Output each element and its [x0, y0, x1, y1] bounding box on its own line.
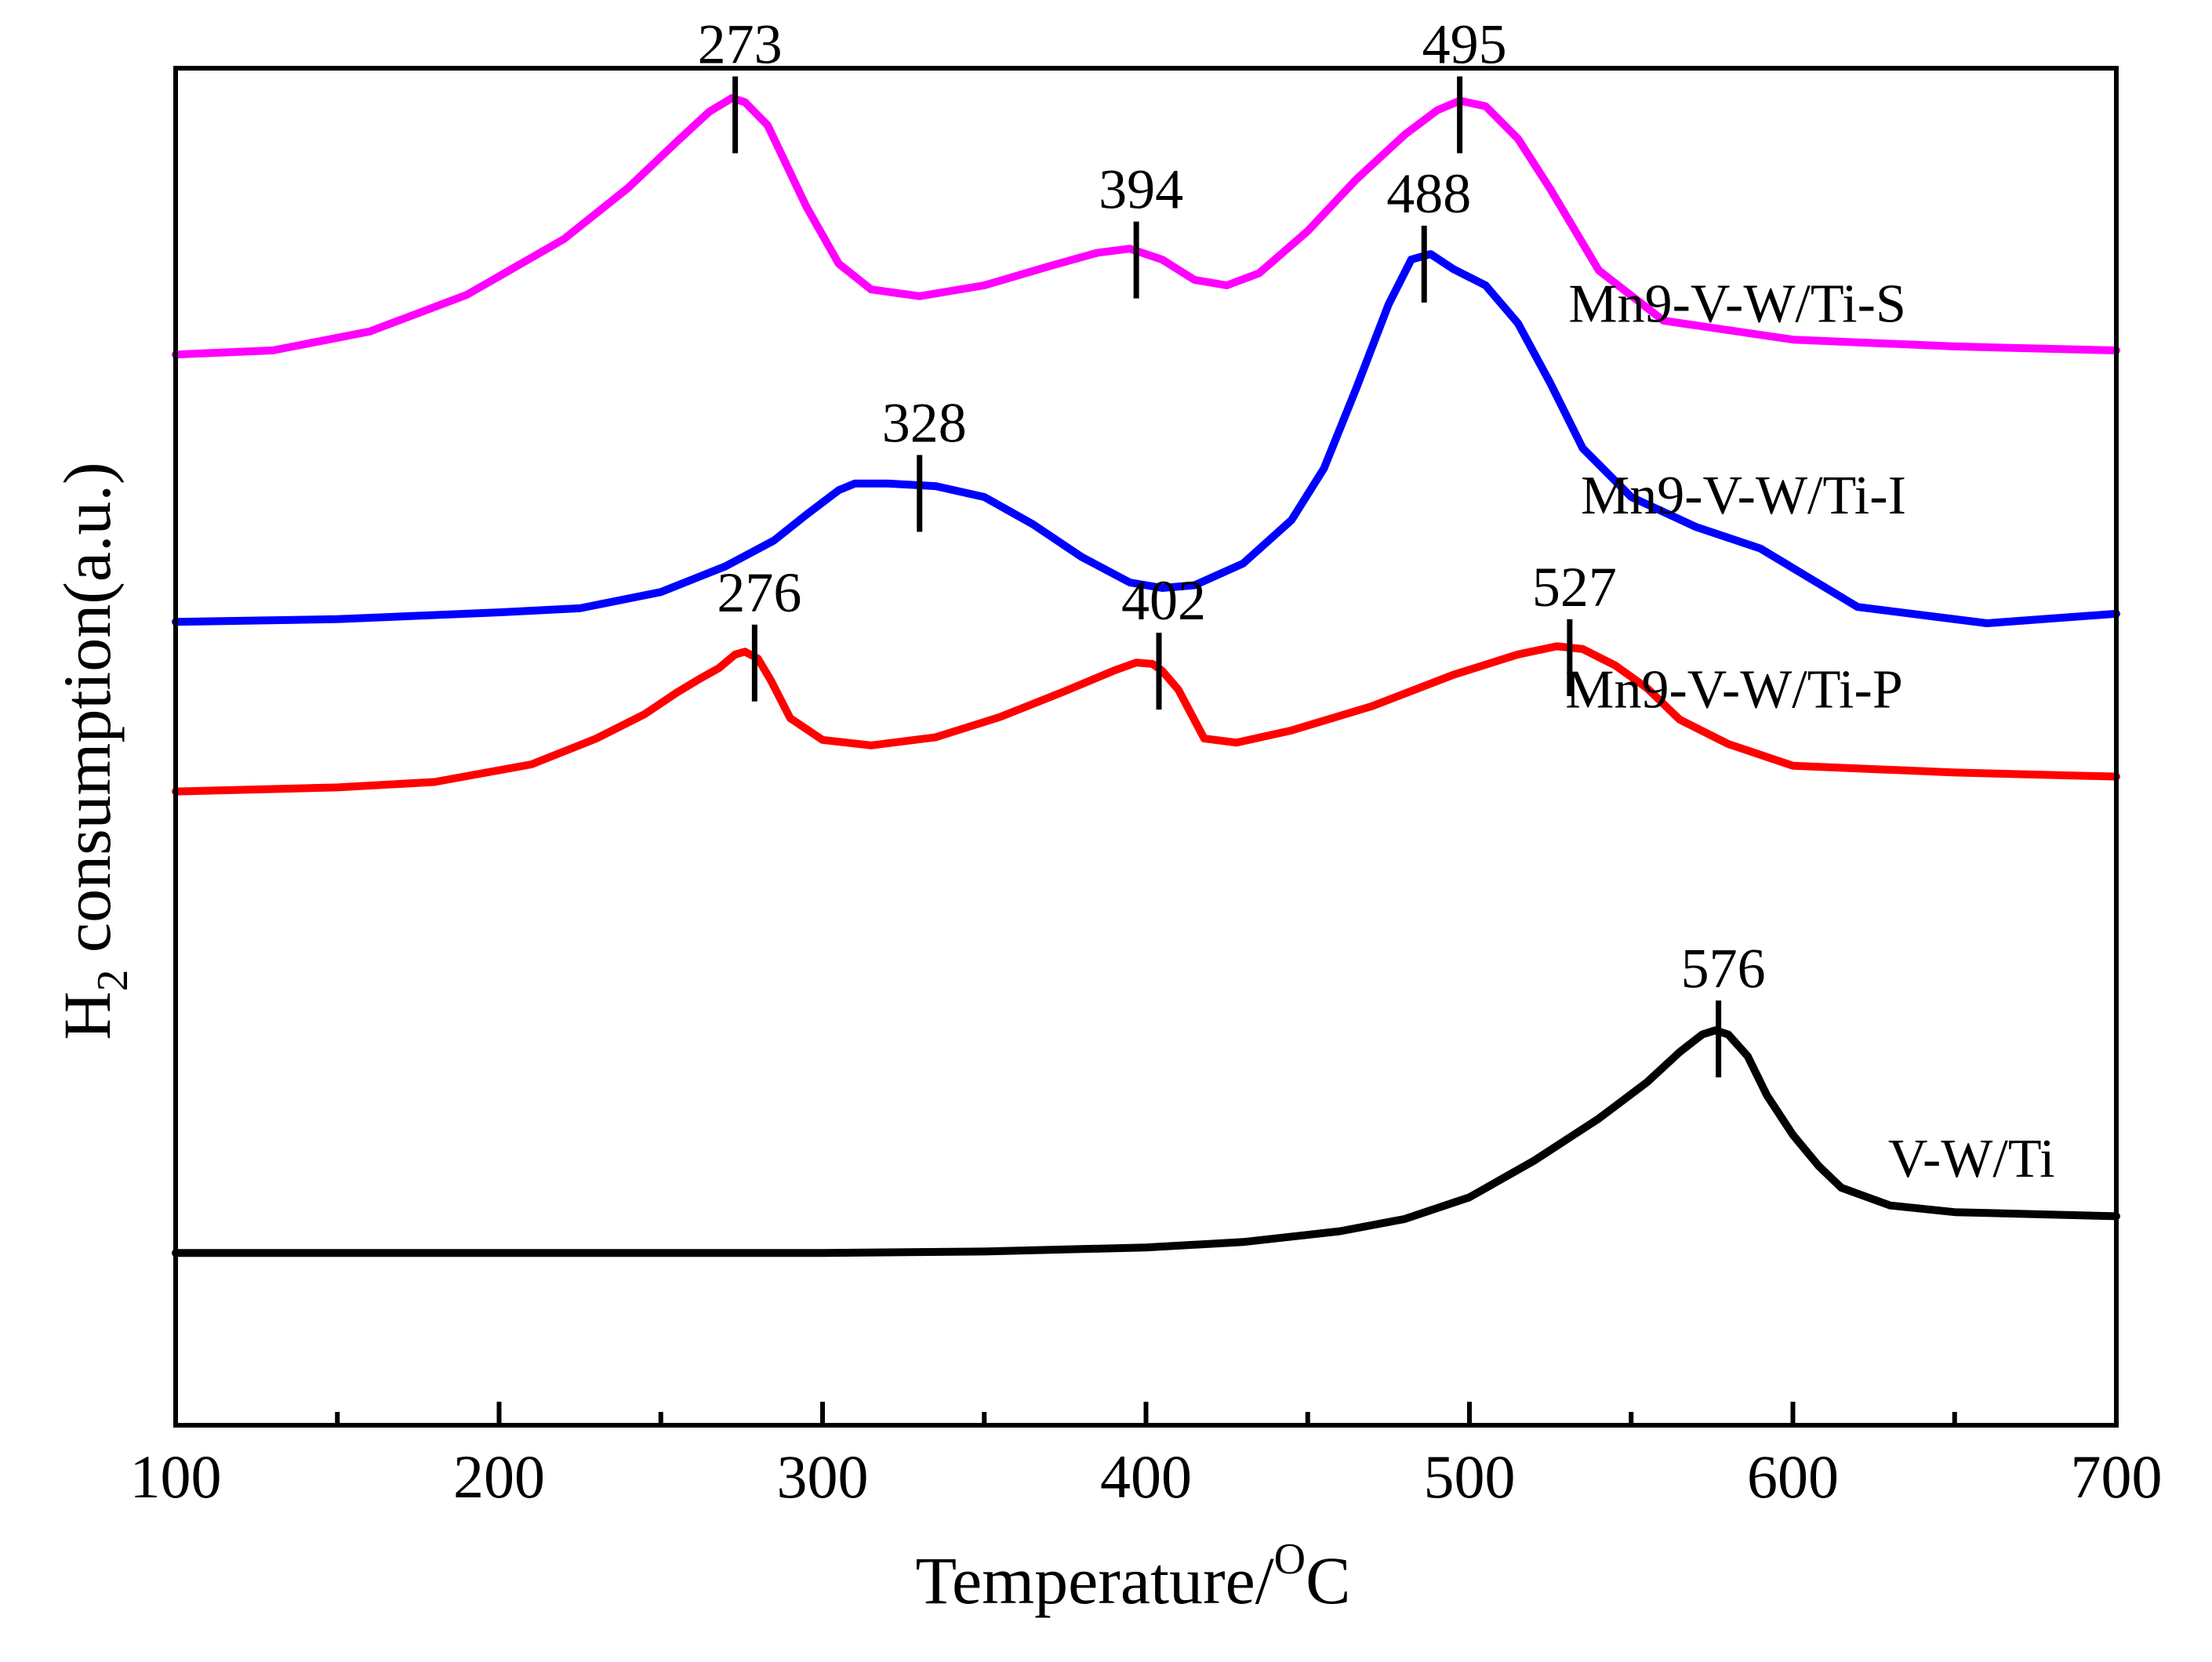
x-tick-label-100: 100 [130, 1442, 222, 1511]
x-tick-label-200: 200 [453, 1442, 545, 1511]
series-line-mn9-v-w-ti-p [172, 642, 2120, 796]
peak-label-576: 576 [1681, 937, 1766, 1000]
peak-label-527: 527 [1532, 556, 1617, 619]
axes: 100 200 300 400 500 600 700 [130, 66, 2163, 1511]
x-axis-label: Temperature/OC [916, 1535, 1351, 1618]
peak-label-273: 273 [698, 13, 783, 75]
peak-label-488: 488 [1386, 162, 1471, 225]
plot-area: Mn9-V-W/Ti-S Mn9-V-W/Ti-I Mn9-V-W/Ti-P V-W/… [172, 13, 2120, 1257]
series-label-0: Mn9-V-W/Ti-S [1568, 274, 1906, 335]
plot-frame [173, 66, 2119, 1428]
peak-label-394: 394 [1099, 158, 1183, 221]
series-label-1: Mn9-V-W/Ti-I [1581, 466, 1906, 526]
peak-label-495: 495 [1422, 13, 1507, 75]
series-label-3: V-W/Ti [1888, 1129, 2055, 1189]
x-axis-label-tail: C [1306, 1543, 1350, 1618]
x-tick-label-500: 500 [1424, 1442, 1516, 1511]
x-tick-label-400: 400 [1100, 1442, 1192, 1511]
series-line-v-w-ti [172, 1026, 2120, 1257]
x-axis-label-superscript: O [1274, 1535, 1306, 1584]
x-tick-label-300: 300 [777, 1442, 869, 1511]
x-tick-label-700: 700 [2071, 1442, 2163, 1511]
x-axis-label-main: Temperature/ [916, 1543, 1274, 1618]
peak-label-402: 402 [1121, 569, 1206, 632]
y-axis-label-subscript: 2 [89, 970, 137, 992]
x-tick-label-600: 600 [1747, 1442, 1839, 1511]
y-axis-label-main: H [49, 992, 125, 1040]
series-line-mn9-v-w-ti-i [172, 250, 2120, 627]
peak-label-276: 276 [717, 561, 801, 624]
series-line-mn9-v-w-ti-s [172, 94, 2120, 359]
y-axis-label-tail: consumption(a.u.) [49, 462, 125, 969]
peak-label-328: 328 [882, 391, 967, 454]
series-label-2: Mn9-V-W/Ti-P [1565, 659, 1903, 720]
y-axis-label: H2 consumption(a.u.) [49, 462, 137, 1040]
